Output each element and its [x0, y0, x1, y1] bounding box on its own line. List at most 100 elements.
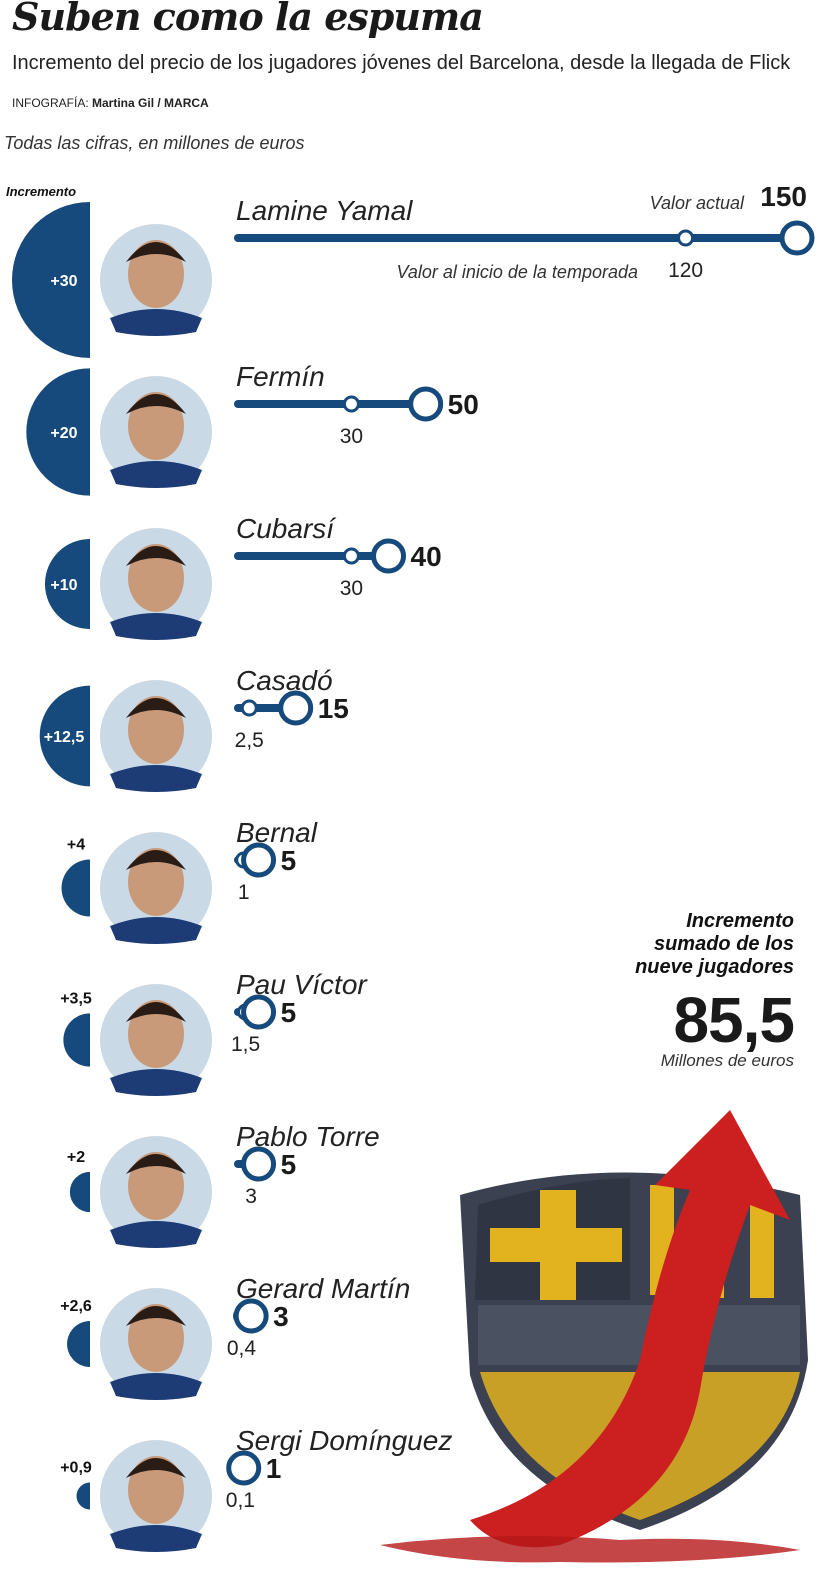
start-value-label: 30 — [340, 577, 363, 600]
player-hair — [126, 394, 186, 414]
player-shirt — [110, 1069, 202, 1096]
current-value-label: 3 — [273, 1301, 289, 1332]
current-value-label: 15 — [318, 693, 349, 724]
increment-header: Incremento — [6, 184, 77, 199]
player-face — [128, 240, 184, 308]
player-name: Cubarsí — [236, 513, 337, 544]
start-value-label: 30 — [340, 425, 363, 448]
current-value-dot — [233, 1298, 269, 1334]
start-value-dot — [677, 229, 695, 247]
player-face — [128, 1456, 184, 1524]
player-hair — [126, 1306, 186, 1326]
increment-half-circle — [39, 685, 90, 787]
current-value-dot — [278, 690, 314, 726]
current-value-dot — [408, 386, 444, 422]
current-value-label: 150 — [760, 181, 807, 212]
player-face — [128, 544, 184, 612]
player-hair — [126, 850, 186, 870]
credit-author: Martina Gil / MARCA — [92, 96, 209, 110]
start-value-dot — [342, 395, 360, 413]
player-name: Fermín — [236, 361, 325, 392]
player-shirt — [110, 1525, 202, 1552]
current-value-dot — [241, 1146, 277, 1182]
summary-unit: Millones de euros — [660, 1051, 794, 1070]
player-name: Gerard Martín — [236, 1273, 410, 1304]
player-shirt — [110, 613, 202, 640]
chart-subtitle: Incremento del precio de los jugadores j… — [12, 52, 791, 74]
increment-half-circle — [12, 202, 90, 358]
start-value-label: 1 — [238, 881, 250, 904]
player-face — [128, 848, 184, 916]
increment-label: +30 — [50, 273, 77, 290]
player-shirt — [110, 1373, 202, 1400]
current-value-dot — [779, 220, 815, 256]
current-value-label: 1 — [266, 1453, 282, 1484]
start-value-dot — [240, 699, 258, 717]
increment-half-circle — [61, 859, 90, 917]
player-name: Lamine Yamal — [236, 195, 413, 226]
increment-label: +0,9 — [60, 1459, 92, 1476]
red-splash — [380, 1536, 800, 1563]
units-note: Todas las cifras, en millones de euros — [4, 133, 305, 153]
increment-half-circle — [76, 1482, 90, 1510]
player-face — [128, 1304, 184, 1372]
increment-label: +2,6 — [60, 1298, 92, 1315]
increment-label: +3,5 — [60, 990, 92, 1007]
red-arrow — [470, 1110, 790, 1548]
current-value-label: 5 — [281, 845, 297, 876]
increment-half-circle — [69, 1171, 90, 1213]
current-value-label: 50 — [448, 389, 479, 420]
player-hair — [126, 1458, 186, 1478]
current-value-dot — [241, 994, 277, 1030]
player-name: Bernal — [236, 817, 318, 848]
player-hair — [126, 1154, 186, 1174]
increment-half-circle — [26, 368, 91, 496]
increment-half-circle — [44, 538, 90, 630]
increment-label: +20 — [50, 425, 77, 442]
start-value-label: 0,1 — [226, 1489, 255, 1512]
increment-half-circle — [63, 1013, 90, 1067]
start-value-label: 120 — [668, 259, 703, 282]
current-value-dot — [226, 1450, 262, 1486]
current-value-label: 5 — [281, 1149, 297, 1180]
start-value-dot — [342, 547, 360, 565]
summary-box: Incremento sumado de los nueve jugadores… — [635, 910, 795, 1071]
player-rows: +30 Lamine Yamal 120 150 +20 Fermín 30 50 +10 Cub… — [12, 181, 815, 1552]
summary-label: Incremento sumado de los nueve jugadores — [635, 910, 794, 978]
current-value-annotation: Valor actual — [650, 193, 745, 213]
crest-cross-horizontal — [490, 1228, 622, 1262]
summary-value: 85,5 — [673, 984, 795, 1056]
current-value-label: 5 — [281, 997, 297, 1028]
player-shirt — [110, 765, 202, 792]
player-name: Sergi Domínguez — [236, 1425, 452, 1456]
crest-band — [478, 1305, 800, 1365]
player-shirt — [110, 461, 202, 488]
increment-label: +10 — [50, 577, 77, 594]
start-value-label: 1,5 — [231, 1033, 260, 1056]
player-shirt — [110, 917, 202, 944]
credit-prefix: INFOGRAFÍA: — [12, 96, 89, 110]
barcelona-crest-arrow-illustration — [380, 1110, 808, 1563]
chart-title: Suben como la espuma — [12, 0, 484, 39]
player-face — [128, 1152, 184, 1220]
player-name: Casadó — [236, 665, 333, 696]
increment-half-circle — [67, 1321, 90, 1367]
credit-line: INFOGRAFÍA: Martina Gil / MARCA — [12, 96, 209, 110]
player-hair — [126, 546, 186, 566]
player-face — [128, 696, 184, 764]
player-hair — [126, 698, 186, 718]
start-value-label: 2,5 — [235, 729, 264, 752]
increment-label: +12,5 — [44, 729, 85, 746]
player-hair — [126, 1002, 186, 1022]
player-face — [128, 392, 184, 460]
player-shirt — [110, 309, 202, 336]
player-face — [128, 1000, 184, 1068]
player-shirt — [110, 1221, 202, 1248]
player-hair — [126, 242, 186, 262]
current-value-label: 40 — [411, 541, 442, 572]
start-value-annotation: Valor al inicio de la temporada — [397, 262, 638, 282]
increment-label: +4 — [67, 837, 85, 854]
current-value-dot — [371, 538, 407, 574]
start-value-label: 0,4 — [227, 1337, 257, 1360]
